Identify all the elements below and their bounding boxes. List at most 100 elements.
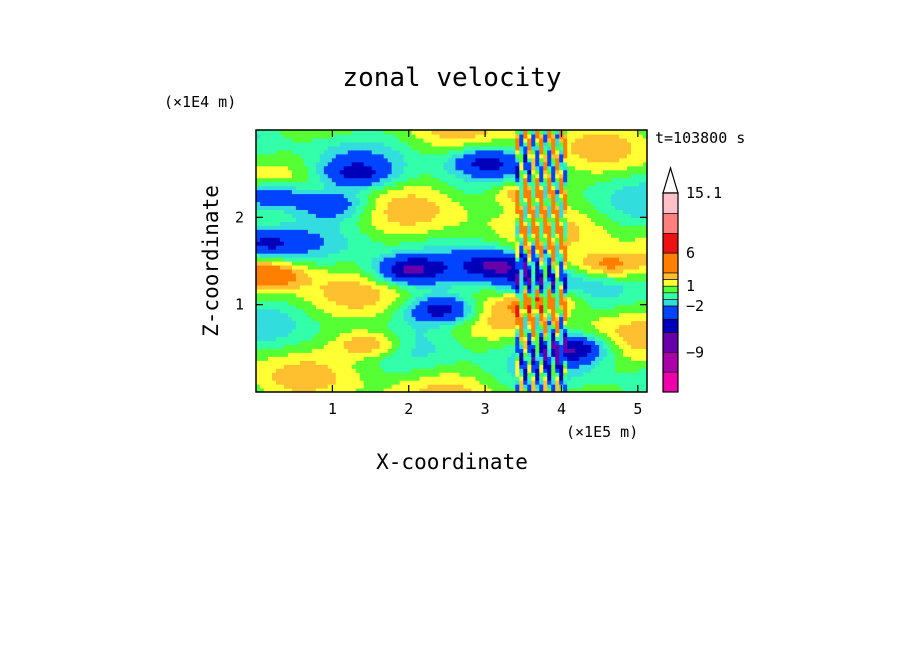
field-cell xyxy=(551,384,556,389)
field-cell xyxy=(319,185,325,191)
field-cell xyxy=(491,237,496,242)
field-cell xyxy=(387,201,393,207)
field-cell xyxy=(287,332,293,338)
field-cell xyxy=(439,229,445,234)
field-cell xyxy=(491,336,496,341)
field-cell xyxy=(527,284,532,290)
field-cell xyxy=(299,316,305,322)
field-cell xyxy=(487,213,492,218)
field-cell xyxy=(479,280,485,286)
field-cell xyxy=(339,296,345,302)
field-cell xyxy=(523,249,528,254)
field-cell xyxy=(315,304,321,310)
field-cell xyxy=(519,300,524,306)
field-cell xyxy=(387,245,393,250)
field-cell xyxy=(367,225,373,230)
field-cell xyxy=(256,340,261,345)
field-cell xyxy=(447,193,453,199)
field-cell xyxy=(315,384,321,389)
field-cell xyxy=(387,249,393,254)
field-cell xyxy=(335,320,341,326)
field-cell xyxy=(407,280,413,286)
field-cell xyxy=(519,161,524,167)
field-cell xyxy=(471,264,477,270)
field-cell xyxy=(527,241,532,246)
field-cell xyxy=(267,173,273,179)
field-cell xyxy=(387,177,393,183)
field-cell xyxy=(275,320,281,326)
field-cell xyxy=(427,316,433,322)
field-cell xyxy=(311,145,317,151)
field-cell xyxy=(535,149,540,155)
field-cell xyxy=(555,344,560,349)
field-cell xyxy=(443,153,449,159)
field-cell xyxy=(495,145,500,151)
field-cell xyxy=(323,177,329,183)
field-cell xyxy=(427,145,433,151)
field-cell xyxy=(491,225,496,230)
field-cell xyxy=(319,352,325,357)
field-cell xyxy=(315,360,321,365)
field-cell xyxy=(447,145,453,151)
field-cell xyxy=(347,189,353,195)
field-cell xyxy=(411,388,417,392)
field-cell xyxy=(359,300,365,306)
field-cell xyxy=(383,209,389,214)
field-cell xyxy=(343,368,349,373)
field-cell xyxy=(359,245,365,250)
field-cell xyxy=(355,284,361,290)
field-cell xyxy=(331,348,337,353)
field-cell xyxy=(423,213,429,218)
field-cell xyxy=(507,153,512,159)
field-cell xyxy=(363,169,369,175)
field-cell xyxy=(419,261,425,266)
field-cell xyxy=(463,360,469,365)
field-cell xyxy=(355,324,361,330)
field-cell xyxy=(343,272,349,278)
field-cell xyxy=(463,153,469,159)
field-cell xyxy=(555,336,560,341)
field-cell xyxy=(359,201,365,207)
field-cell xyxy=(543,372,548,377)
field-cell xyxy=(511,133,516,139)
field-cell xyxy=(283,300,289,306)
field-cell xyxy=(539,261,544,266)
field-cell xyxy=(447,316,453,322)
field-cell xyxy=(256,137,261,143)
field-cell xyxy=(463,217,469,222)
field-cell xyxy=(511,284,516,290)
field-cell xyxy=(279,268,285,274)
field-cell xyxy=(275,157,281,163)
field-cell xyxy=(379,380,385,385)
field-cell xyxy=(367,328,373,334)
field-cell xyxy=(455,145,461,151)
field-cell xyxy=(451,209,457,214)
field-cell xyxy=(419,272,425,278)
field-cell xyxy=(479,173,485,179)
field-cell xyxy=(459,272,465,278)
field-cell xyxy=(256,264,261,270)
field-cell xyxy=(367,304,373,310)
field-cell xyxy=(375,229,381,234)
field-cell xyxy=(527,268,532,274)
field-cell xyxy=(335,137,341,143)
field-cell xyxy=(479,288,485,294)
field-cell xyxy=(359,340,365,345)
field-cell xyxy=(335,221,341,226)
field-cell xyxy=(547,324,552,330)
field-cell xyxy=(375,332,381,338)
field-cell xyxy=(539,316,544,322)
field-cell xyxy=(419,149,425,155)
field-cell xyxy=(363,280,369,286)
field-cell xyxy=(331,130,337,135)
field-cell xyxy=(439,245,445,250)
field-cell xyxy=(391,130,397,135)
field-cell xyxy=(311,284,317,290)
field-cell xyxy=(339,376,345,381)
field-cell xyxy=(295,304,301,310)
field-cell xyxy=(315,245,321,250)
field-cell xyxy=(351,384,357,389)
field-cell xyxy=(331,316,337,322)
field-cell xyxy=(267,300,273,306)
field-cell xyxy=(379,257,385,262)
